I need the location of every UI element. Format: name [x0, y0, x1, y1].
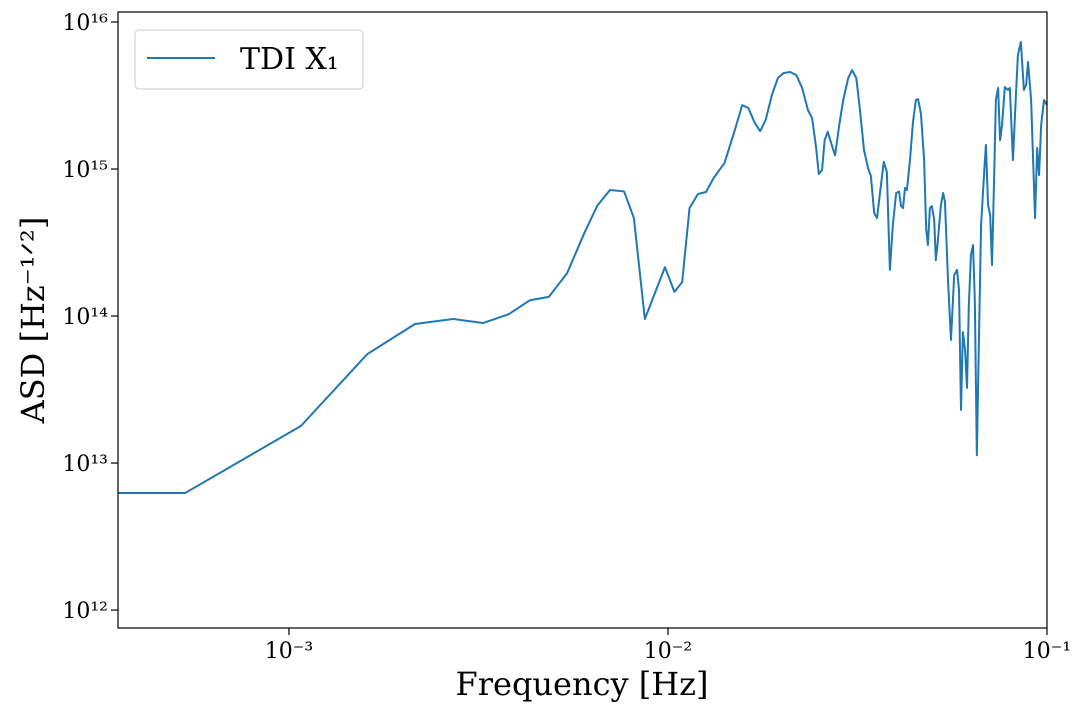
- x-tick-label: 10⁻³: [265, 639, 313, 664]
- data-line: [118, 41, 1047, 495]
- legend: TDI X₁: [134, 29, 364, 90]
- legend-label: TDI X₁: [240, 42, 339, 77]
- legend-box: [134, 29, 364, 90]
- plot-area: [118, 12, 1047, 628]
- x-axis-label: Frequency [Hz]: [456, 665, 709, 703]
- plot-frame: [117, 11, 1048, 629]
- y-tick-label: 10¹³: [62, 452, 108, 477]
- y-tick-label: 10¹⁶: [62, 11, 108, 36]
- x-tick-label: 10⁻¹: [1023, 639, 1071, 664]
- y-tick-label: 10¹⁴: [62, 305, 108, 330]
- x-tick-label: 10⁻²: [644, 639, 692, 664]
- y-axis-label: ASD [Hz⁻¹ᐟ²]: [14, 217, 52, 425]
- y-tick-label: 10¹⁵: [62, 158, 108, 183]
- y-tick-label: 10¹²: [62, 599, 108, 624]
